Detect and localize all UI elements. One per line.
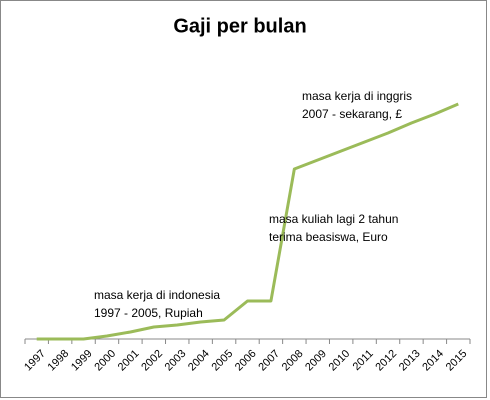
annotation: masa kerja di inggris [302, 89, 412, 103]
annotation: 1997 - 2005, Rupiah [94, 306, 203, 320]
annotation: 2007 - sekarang, £ [302, 107, 402, 121]
chart-title: Gaji per bulan [173, 15, 306, 37]
data-line [36, 102, 459, 341]
annotation: terima beasiswa, Euro [269, 230, 388, 244]
annotation: masa kerja di indonesia [94, 288, 220, 302]
annotation: masa kuliah lagi 2 tahun [269, 212, 398, 226]
